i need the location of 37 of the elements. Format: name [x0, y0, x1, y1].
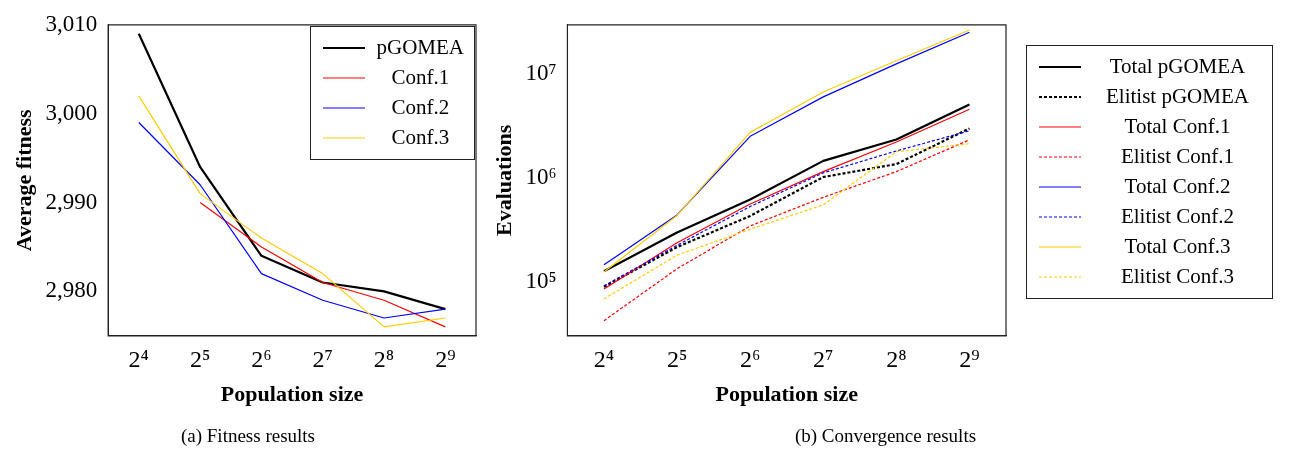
y-tick-label: 10⁵	[525, 267, 557, 293]
text: (a) Fitness results	[180, 425, 316, 447]
y-tick-label: 3,000	[45, 99, 98, 125]
legend-label: Conf.1	[390, 65, 451, 91]
x-tick-label: 2⁷	[312, 346, 333, 373]
y-axis-title: Average fitness	[10, 108, 36, 252]
x-tick-label: 2⁸	[373, 346, 395, 373]
y-tick-label: 2,990	[45, 188, 98, 214]
x-tick-label: 2⁴	[128, 346, 149, 373]
x-tick-label: 2⁵	[189, 346, 211, 373]
x-tick-label: 2⁶	[739, 346, 761, 373]
legend-label: Total Conf.3	[1123, 234, 1232, 260]
x-tick-label: 2⁷	[813, 346, 834, 373]
x-tick-label: 2⁸	[886, 346, 907, 373]
y-tick-label: 10⁶	[525, 163, 557, 189]
x-tick-label: 2⁶	[251, 346, 272, 373]
text: (b) Convergence results	[794, 425, 977, 447]
x-tick-label: 2⁴	[593, 346, 615, 373]
legend-label: Elitist pGOMEA	[1105, 84, 1250, 110]
x-tick-label: 2⁹	[435, 346, 456, 373]
y-axis-title: Evaluations	[490, 124, 516, 236]
legend-label: Conf.3	[390, 125, 451, 151]
x-tick-label: 2⁹	[959, 346, 980, 373]
x-tick-label: 2⁵	[666, 346, 688, 373]
legend-label: Elitist Conf.1	[1119, 144, 1236, 170]
legend-label: Elitist Conf.3	[1119, 264, 1236, 290]
x-axis-title: Population size	[715, 381, 859, 407]
legend-label: Total pGOMEA	[1108, 54, 1247, 80]
y-tick-label: 3,010	[45, 10, 98, 36]
legend-label: Total Conf.1	[1123, 114, 1232, 140]
legend-label: Total Conf.2	[1123, 174, 1232, 200]
legend-label: Elitist Conf.2	[1119, 204, 1236, 230]
y-tick-label: 2,980	[45, 277, 98, 303]
legend-label: Conf.2	[390, 95, 451, 121]
x-axis-title: Population size	[220, 381, 364, 407]
y-tick-label: 10⁷	[525, 60, 557, 86]
legend-label: pGOMEA	[376, 35, 464, 61]
